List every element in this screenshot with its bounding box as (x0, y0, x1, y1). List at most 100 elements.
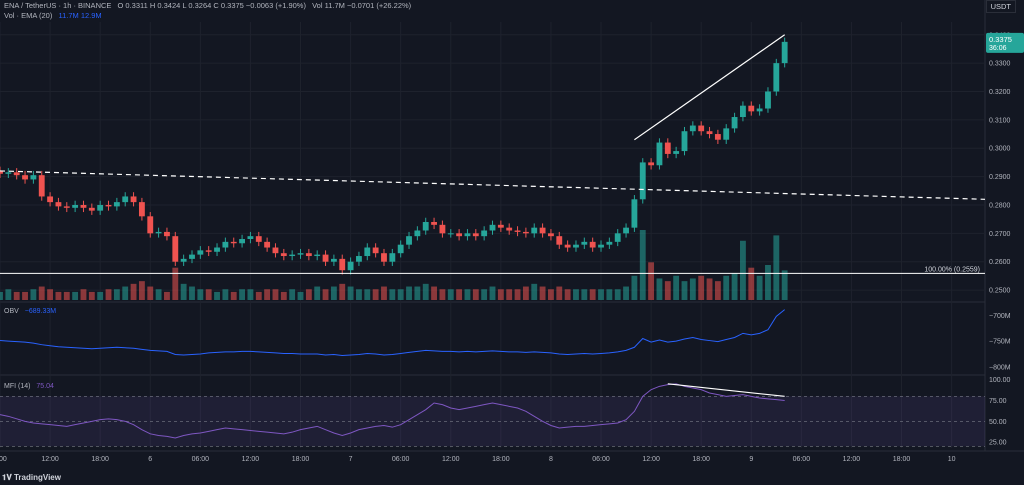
candle-body (689, 125, 696, 132)
candle-body (472, 233, 479, 237)
candle-body (314, 254, 321, 257)
vol-ema-label[interactable]: Vol · EMA (20) (4, 11, 53, 20)
candle-body (272, 247, 279, 254)
candle-body (164, 231, 170, 237)
time-tick-label: 18:00 (492, 456, 510, 463)
volume-bar (656, 278, 663, 300)
candle-body (222, 241, 229, 248)
time-tick-label: 7 (349, 456, 353, 463)
candle-body (614, 233, 621, 242)
candle-body (180, 258, 187, 262)
obv-legend: OBV −689.33M (4, 308, 56, 315)
volume-bar (731, 273, 738, 300)
volume-bar (706, 278, 713, 300)
volume-bar (564, 289, 571, 300)
volume-bar (122, 286, 129, 300)
candle-body (606, 241, 613, 245)
candle-body (781, 41, 788, 64)
candle-body (698, 125, 705, 132)
time-tick-label: 8 (549, 456, 553, 463)
mfi-tick-label: 100.00 (989, 377, 1011, 384)
candle-body (147, 216, 154, 234)
volume-bar (239, 289, 245, 300)
volume-bar (55, 291, 62, 300)
volume-bar (573, 289, 579, 300)
candle-body (389, 253, 396, 262)
volume-bar (264, 289, 271, 300)
candle-body (280, 253, 287, 257)
tv-icon: 𝟏𝐕 (2, 473, 14, 482)
volume-bar (5, 289, 12, 300)
mfi-line (0, 383, 785, 439)
candle-body (481, 230, 488, 237)
volume-bar (147, 286, 154, 300)
volume-bar (439, 289, 446, 300)
candle-body (723, 128, 730, 140)
volume-bar (172, 267, 179, 300)
candle-body (347, 261, 354, 271)
volume-bar (489, 286, 496, 300)
tradingview-logo[interactable]: 𝟏𝐕 TradingView (2, 473, 61, 483)
candle-body (589, 241, 596, 248)
price-tick-label: 0.2500 (989, 288, 1011, 295)
volume-bar (97, 291, 104, 300)
volume-bar (214, 291, 220, 300)
volume-bar (681, 281, 688, 300)
time-tick-label: 10 (948, 456, 956, 463)
candle-body (397, 244, 404, 254)
mfi-value: 75.04 (36, 383, 54, 390)
currency-badge[interactable]: USDT (985, 0, 1016, 13)
symbol-label[interactable]: ENA / TetherUS · 1h · BINANCE (4, 1, 112, 10)
price-tag (986, 32, 1024, 53)
candle-body (72, 204, 79, 208)
candle-body (748, 105, 755, 112)
candle-body (456, 233, 463, 237)
mfi-label[interactable]: MFI (14) (4, 383, 31, 390)
volume-bar (756, 275, 763, 300)
candle-body (648, 162, 655, 166)
mfi-tick-label: 50.00 (989, 419, 1007, 426)
volume-bar (664, 281, 671, 300)
candle-body (5, 172, 12, 174)
candle-body (0, 170, 3, 174)
volume-bar (113, 289, 120, 300)
obv-label[interactable]: OBV (4, 308, 19, 315)
volume-bar (322, 289, 329, 300)
time-tick-label: 18:00 (692, 456, 710, 463)
volume-bar (614, 289, 621, 300)
volume-bar (389, 289, 396, 300)
time-tick-label: 12:00 (442, 456, 460, 463)
volume-bar (280, 291, 287, 300)
candle-body (381, 253, 387, 262)
volume-bar (30, 289, 37, 300)
candle-body (88, 207, 95, 211)
mfi-tick-label: 75.00 (989, 398, 1007, 405)
volume-bar (247, 289, 254, 300)
candle-body (514, 230, 521, 232)
time-tick-label: 06:00 (392, 456, 410, 463)
candle-body (30, 175, 37, 180)
candle-body (447, 233, 454, 235)
volume-bar (189, 286, 195, 300)
volume-bar (22, 291, 28, 300)
candle-body (673, 151, 680, 154)
candle-body (330, 258, 337, 262)
candle-body (740, 105, 746, 118)
candle-body (406, 236, 412, 245)
candle-body (773, 63, 780, 92)
candle-body (598, 244, 604, 248)
volume-bar (72, 291, 79, 300)
price-tick-label: 0.2900 (989, 174, 1011, 181)
time-tick-label: 18:00 (893, 456, 911, 463)
candle-body (122, 196, 129, 203)
trend-line (634, 34, 786, 141)
volume-bar (447, 289, 454, 300)
volume-bar (88, 291, 95, 300)
volume-bar (0, 291, 3, 300)
candle-body (22, 175, 28, 180)
volume-bar (506, 289, 513, 300)
time-tick-label: 9 (749, 456, 753, 463)
volume-bar (539, 286, 546, 300)
volume-bar (598, 289, 604, 300)
